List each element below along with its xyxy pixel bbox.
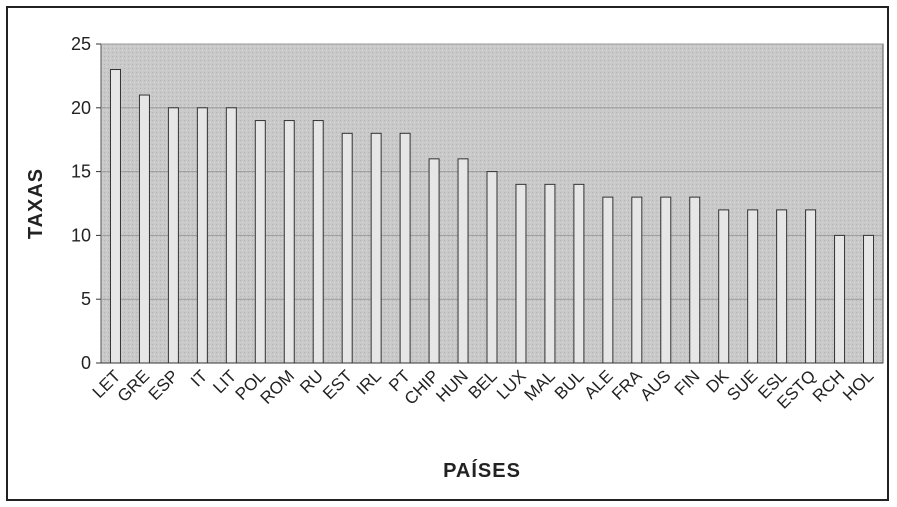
bar-aus <box>660 196 672 364</box>
x-tick-label: GRE <box>114 366 153 405</box>
bar-dk <box>718 209 730 364</box>
bar-pol <box>254 120 266 364</box>
x-tick-label: HOL <box>839 366 877 404</box>
bar-ru <box>312 120 324 364</box>
x-tick-label: HUN <box>432 366 471 405</box>
bar-sue <box>747 209 759 364</box>
x-axis-title: PAÍSES <box>443 459 521 482</box>
y-tick-label: 25 <box>71 34 91 54</box>
bar-estq <box>805 209 817 364</box>
x-tick-label: ROM <box>257 366 298 407</box>
x-tick-label: SUE <box>723 366 761 404</box>
bar-rom <box>283 120 295 364</box>
x-tick-label: ESP <box>145 366 182 403</box>
bar-fin <box>689 196 701 364</box>
x-tick-label: EST <box>319 366 356 403</box>
bar-lux <box>515 183 527 364</box>
y-tick-label: 10 <box>71 225 91 245</box>
bar-pt <box>399 132 411 364</box>
bar-irl <box>370 132 382 364</box>
bar-hol <box>863 234 875 364</box>
bar-hun <box>457 158 469 364</box>
x-tick-label: FIN <box>671 366 704 399</box>
x-tick-label: ALE <box>581 366 617 402</box>
bar-mal <box>544 183 556 364</box>
x-tick-label: IRL <box>353 366 385 398</box>
x-tick-label: LUX <box>493 366 530 403</box>
bar-lit <box>225 107 237 364</box>
chart-frame: 0 5 10 15 20 25 LET GRE ESP IT LIT POL ROM RU EST IRL P… <box>6 6 889 501</box>
y-axis-title: TAXAS <box>25 168 47 239</box>
x-tick-label: BUL <box>551 366 588 403</box>
x-tick-label: RCH <box>809 366 848 405</box>
bar-esp <box>167 107 179 364</box>
bar-rch <box>834 234 846 364</box>
x-tick-label: IT <box>187 366 211 390</box>
bar-gre <box>138 94 150 364</box>
y-tick-label: 15 <box>71 162 91 182</box>
bar-est <box>341 132 353 364</box>
x-tick-label: AUS <box>636 366 674 404</box>
bar-fra <box>631 196 643 364</box>
bar-ale <box>602 196 614 364</box>
bar-chip <box>428 158 440 364</box>
y-tick-label: 20 <box>71 98 91 118</box>
y-tick-label: 0 <box>81 353 91 373</box>
bar-bel <box>486 171 498 364</box>
bar-bul <box>573 183 585 364</box>
y-axis-ticks: 0 5 10 15 20 25 <box>71 34 101 373</box>
bars <box>109 69 875 364</box>
x-tick-label: MAL <box>521 366 559 404</box>
bar-it <box>196 107 208 364</box>
bar-let <box>109 69 121 364</box>
y-tick-label: 5 <box>81 289 91 309</box>
bar-esl <box>776 209 788 364</box>
x-tick-label: BEL <box>465 366 501 402</box>
x-tick-label: FRA <box>608 366 646 404</box>
